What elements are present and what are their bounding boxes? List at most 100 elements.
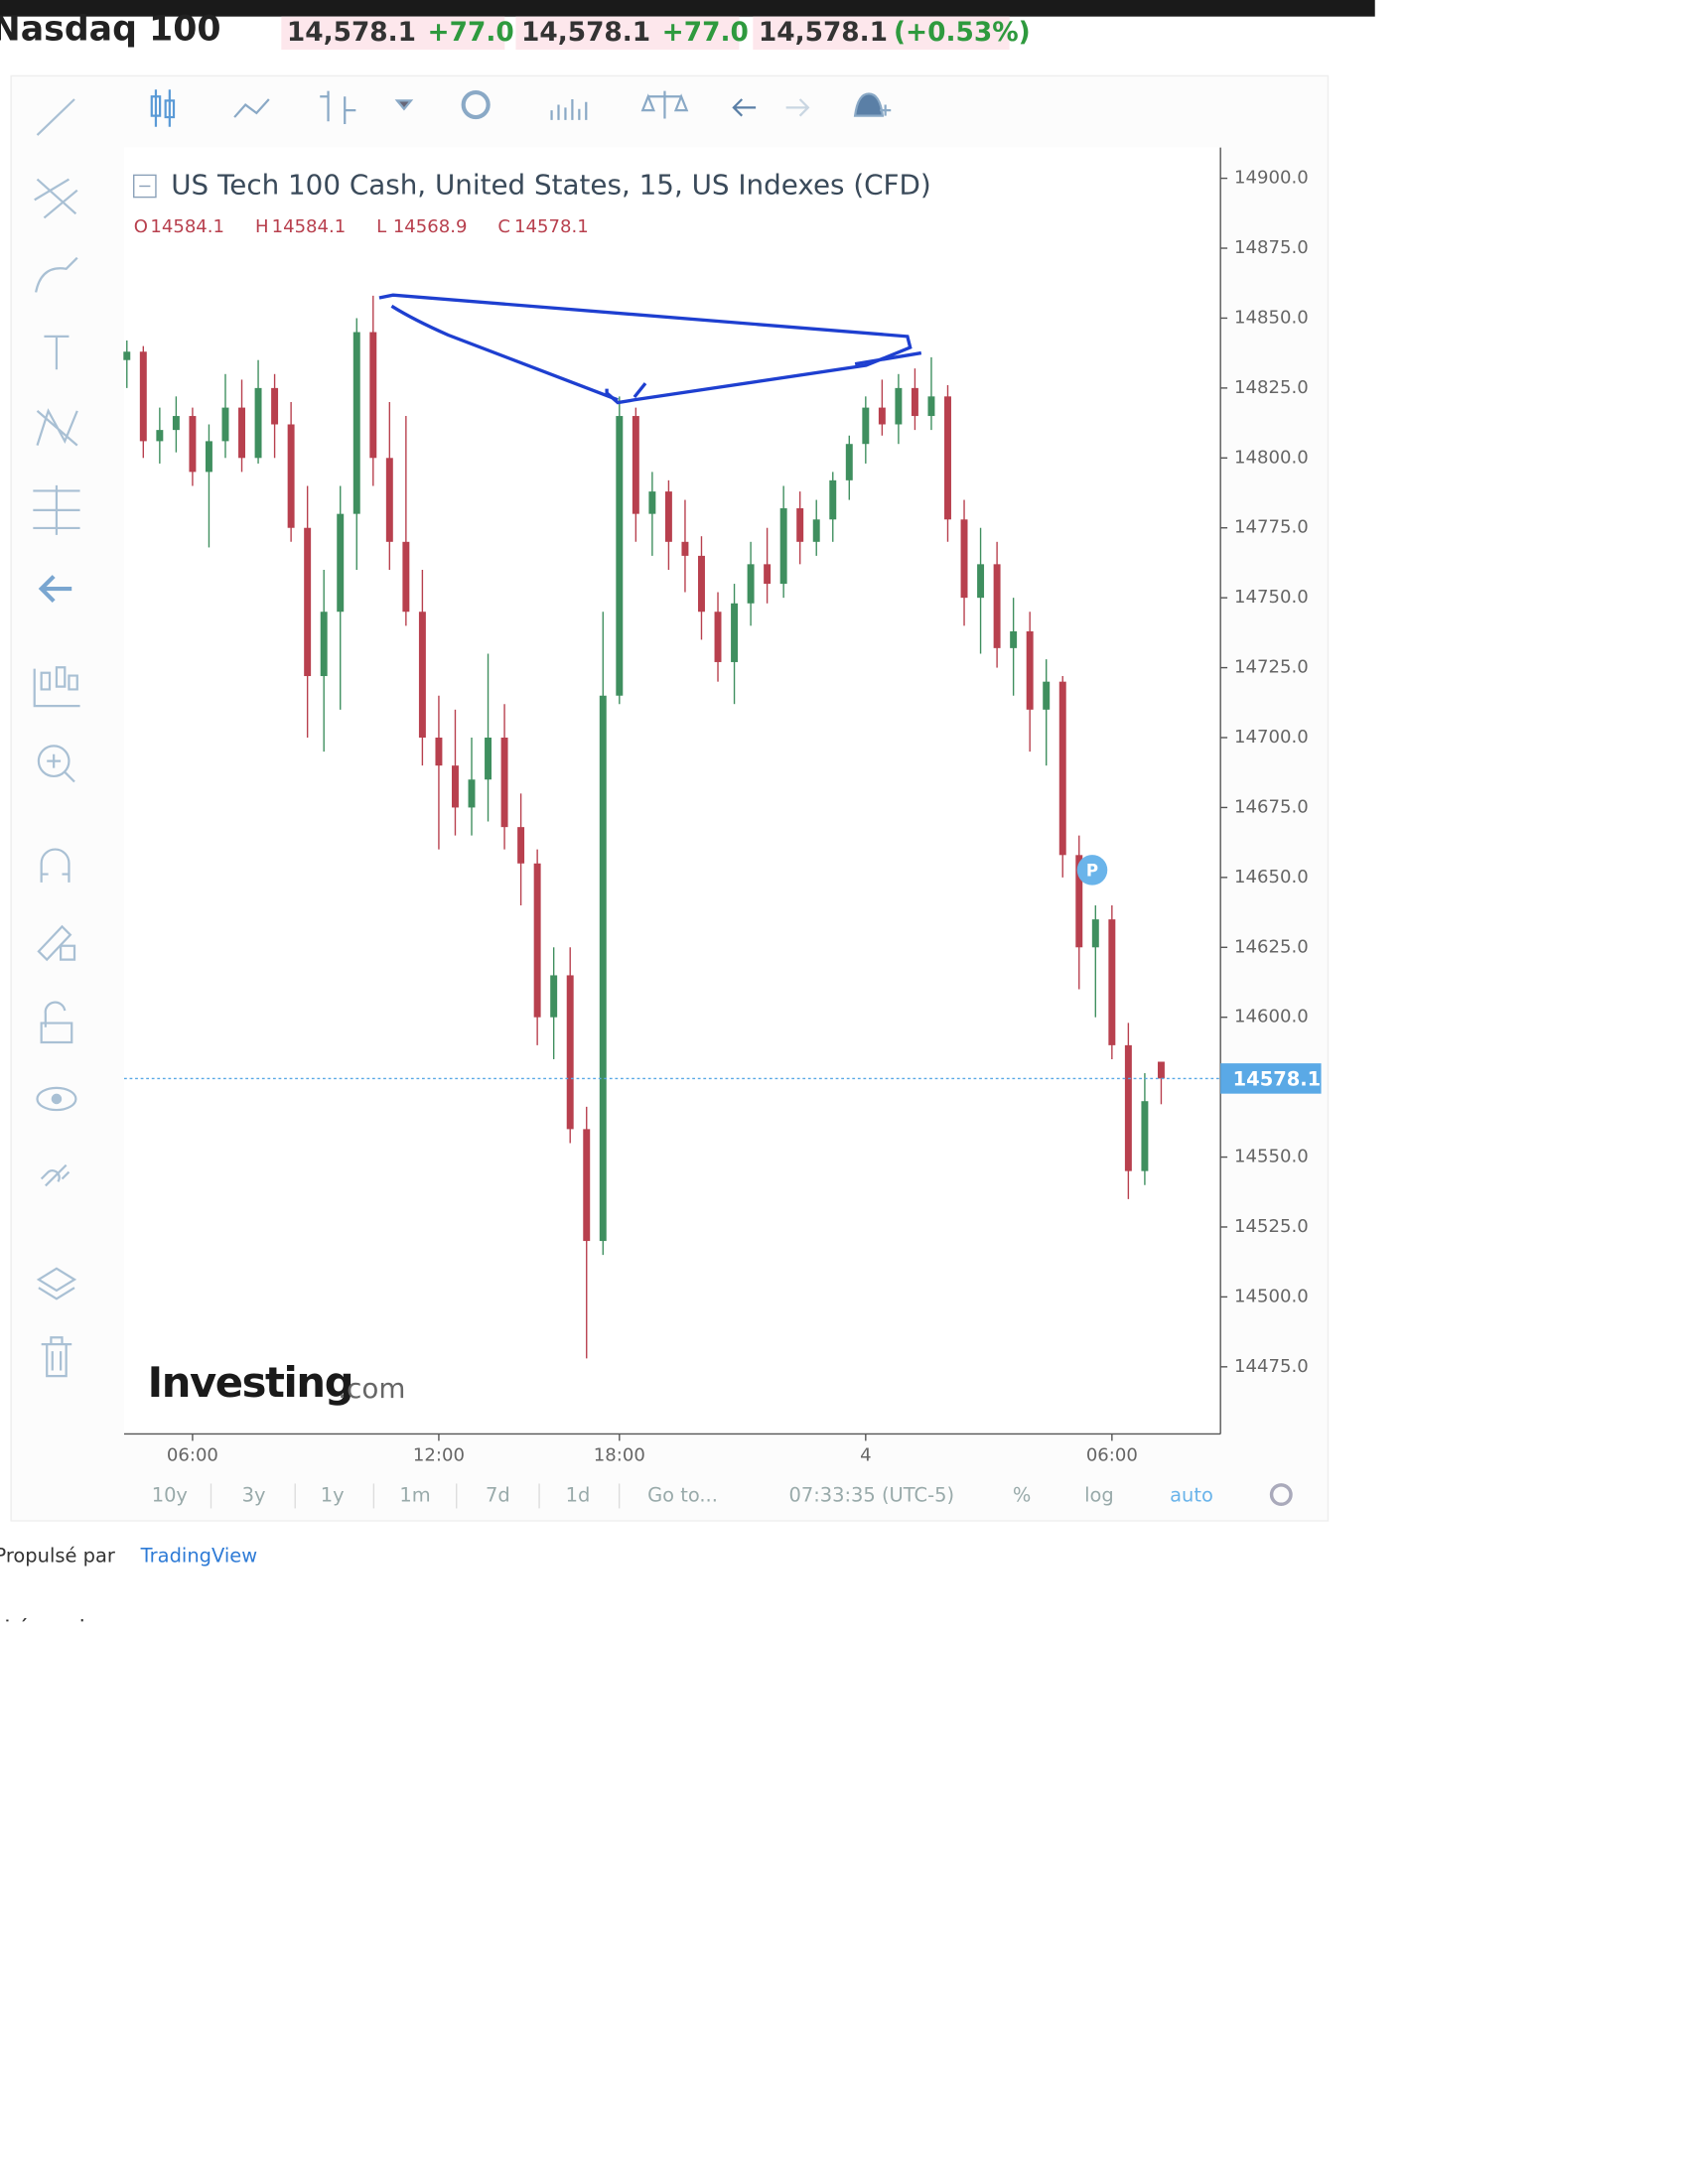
candle-body bbox=[1010, 630, 1018, 648]
quotes: 14,578.1 +77.0 14,578.1 +77.0 14,578.1 (+0.53… bbox=[281, 16, 1031, 51]
instrument-title: Nasdaq 100 bbox=[0, 10, 221, 50]
y-tick-label: 14900.0 bbox=[1234, 168, 1309, 189]
pivot-marker-letter: P bbox=[1086, 861, 1098, 880]
range-button[interactable]: 1y bbox=[321, 1483, 345, 1506]
y-tick-label: 14600.0 bbox=[1234, 1007, 1309, 1027]
range-button[interactable]: 3y bbox=[242, 1483, 266, 1506]
x-tick-label: 12:00 bbox=[413, 1445, 465, 1466]
toolbar-icon[interactable] bbox=[394, 99, 414, 111]
ohlc-prefix: H bbox=[255, 216, 269, 237]
candle-body bbox=[1124, 1044, 1132, 1171]
ohlc-prefix: O bbox=[134, 216, 148, 237]
provider-link[interactable]: TradingView bbox=[140, 1545, 258, 1568]
tool-icon[interactable] bbox=[44, 335, 70, 370]
y-tick-label: 14650.0 bbox=[1234, 867, 1309, 887]
collapse-icon[interactable] bbox=[133, 174, 157, 199]
candle-body bbox=[1058, 681, 1066, 856]
candle-body bbox=[878, 407, 886, 425]
bar-button[interactable]: Go to... bbox=[647, 1483, 718, 1506]
range-button[interactable]: 7d bbox=[486, 1483, 510, 1506]
tool-icon[interactable] bbox=[40, 1163, 70, 1187]
tool-icon[interactable] bbox=[40, 1001, 73, 1044]
toolbar-icon[interactable] bbox=[320, 90, 356, 124]
candle-body bbox=[714, 612, 722, 662]
candle-body bbox=[829, 479, 837, 520]
range-button[interactable]: 1d bbox=[566, 1483, 591, 1506]
candle-body bbox=[385, 458, 393, 542]
range-button[interactable]: 10y bbox=[152, 1483, 188, 1506]
toolbar-icon[interactable] bbox=[640, 90, 689, 119]
y-tick-label: 14825.0 bbox=[1234, 377, 1309, 398]
candle-body bbox=[369, 332, 377, 459]
tool-icon[interactable] bbox=[37, 924, 76, 962]
candle-body bbox=[1141, 1101, 1149, 1171]
bar-button[interactable]: log bbox=[1084, 1483, 1114, 1506]
candle-body bbox=[1075, 855, 1083, 948]
candle-body bbox=[681, 541, 689, 556]
candle-body bbox=[500, 738, 508, 828]
candle-body bbox=[533, 863, 541, 1018]
toolbar-icon[interactable] bbox=[233, 98, 270, 118]
y-tick-label: 14550.0 bbox=[1234, 1147, 1309, 1167]
candle-body bbox=[435, 738, 443, 766]
tool-icon[interactable] bbox=[37, 745, 70, 778]
tool-icon[interactable] bbox=[33, 666, 80, 708]
crop-edge bbox=[0, 1621, 414, 1641]
candle-body bbox=[812, 519, 820, 542]
quote: 14,578.1 bbox=[287, 18, 416, 48]
candle-body bbox=[599, 695, 607, 1242]
ohlc-value: 14578.1 bbox=[514, 216, 589, 237]
bar-button[interactable]: auto bbox=[1170, 1483, 1213, 1506]
y-tick-label: 14800.0 bbox=[1234, 447, 1309, 468]
toolbar-icon[interactable] bbox=[853, 92, 892, 117]
hand-drawing bbox=[390, 304, 922, 402]
range-button[interactable]: 1m bbox=[399, 1483, 430, 1506]
candle-body bbox=[517, 827, 525, 864]
toolbar-icon[interactable] bbox=[785, 98, 810, 117]
settings-icon[interactable] bbox=[1269, 1483, 1293, 1507]
candle-body bbox=[1026, 630, 1034, 710]
quote: 14,578.1 bbox=[521, 18, 650, 48]
x-tick-label: 06:00 bbox=[167, 1445, 218, 1466]
candle-body bbox=[1043, 681, 1051, 710]
pivot-marker[interactable] bbox=[1076, 855, 1108, 886]
y-tick-label: 14675.0 bbox=[1234, 796, 1309, 817]
y-tick-label: 14850.0 bbox=[1234, 307, 1309, 328]
candle-body bbox=[352, 332, 360, 514]
candle-body bbox=[779, 508, 787, 585]
toolbar-icon[interactable] bbox=[461, 89, 491, 120]
candle-body bbox=[254, 387, 262, 459]
plot: 14900.0 14875.0 14850.0 14825.0 14800.0 14775… bbox=[123, 147, 1322, 1466]
quote: +77.0 bbox=[428, 18, 514, 48]
tool-icon[interactable] bbox=[33, 484, 80, 535]
bar-button[interactable]: % bbox=[1013, 1483, 1031, 1506]
tool-icon[interactable] bbox=[47, 753, 75, 783]
candle-body bbox=[123, 351, 131, 360]
tool-icon[interactable] bbox=[40, 848, 70, 883]
drawing-toolbar bbox=[33, 98, 80, 1378]
tool-icon[interactable] bbox=[36, 1267, 77, 1300]
tool-icon[interactable] bbox=[36, 408, 78, 447]
y-tick-label: 14475.0 bbox=[1234, 1356, 1309, 1377]
bottom-bar: 10y 3y 1y 1m 7d 1d Go to... 07:33:35 (UTC-5)% lo… bbox=[152, 1483, 1293, 1509]
tool-icon[interactable] bbox=[36, 1086, 77, 1112]
quote: +77.0 bbox=[662, 18, 749, 48]
tool-icon[interactable] bbox=[35, 256, 78, 293]
candle-body bbox=[895, 387, 903, 425]
tool-icon[interactable] bbox=[34, 178, 78, 219]
tool-icon[interactable] bbox=[36, 98, 75, 136]
toolbar-icon[interactable] bbox=[732, 98, 757, 117]
toolbar-icon[interactable] bbox=[150, 89, 176, 127]
candle-body bbox=[304, 527, 312, 677]
candle-body bbox=[960, 519, 968, 599]
tool-icon[interactable] bbox=[41, 1336, 72, 1378]
tool-icon[interactable] bbox=[38, 575, 72, 604]
candle-body bbox=[911, 387, 918, 417]
ohlc-prefix: L bbox=[376, 216, 386, 237]
candle-body bbox=[156, 430, 164, 442]
candle-body bbox=[845, 444, 853, 480]
candle-body bbox=[747, 564, 755, 604]
toolbar-icon[interactable] bbox=[550, 99, 588, 120]
tool-icon[interactable] bbox=[51, 1093, 63, 1105]
bar-button[interactable]: 07:33:35 (UTC-5) bbox=[788, 1483, 954, 1506]
